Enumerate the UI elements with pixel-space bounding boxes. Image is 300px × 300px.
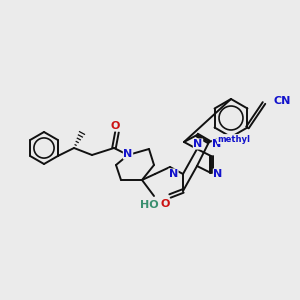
Text: O: O <box>110 121 120 131</box>
Text: N: N <box>194 139 202 149</box>
Text: HO: HO <box>140 200 158 210</box>
Text: N: N <box>212 139 222 149</box>
Text: N: N <box>169 169 178 179</box>
Text: O: O <box>160 199 170 209</box>
Text: N: N <box>213 169 223 179</box>
Text: methyl: methyl <box>218 134 250 143</box>
Text: CN: CN <box>274 96 291 106</box>
Text: N: N <box>123 149 133 159</box>
